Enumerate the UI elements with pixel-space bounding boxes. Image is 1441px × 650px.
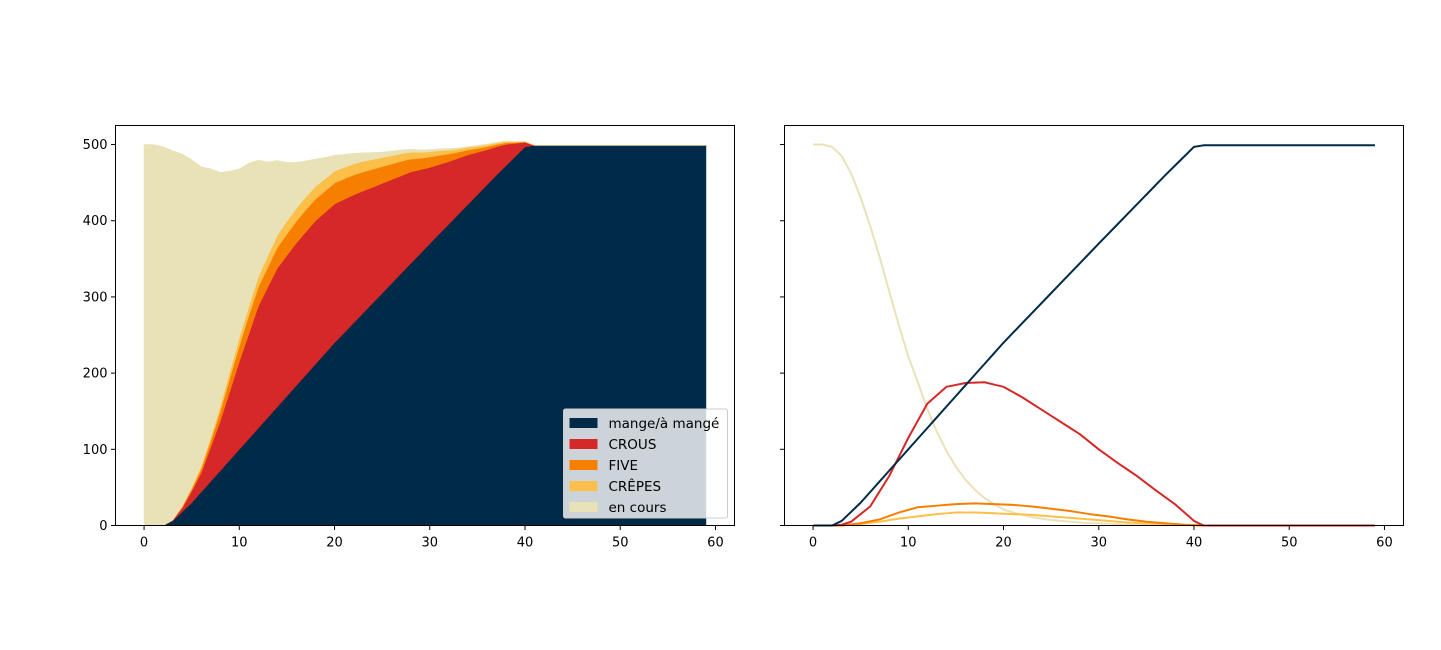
y-tick-label: 300 xyxy=(83,290,108,305)
y-tick-label: 400 xyxy=(83,214,108,229)
legend-label: CROUS xyxy=(609,437,657,453)
x-tick-label: 20 xyxy=(995,536,1012,551)
x-tick-label: 60 xyxy=(1376,536,1393,551)
x-tick-label: 0 xyxy=(140,536,148,551)
y-tick-label: 500 xyxy=(83,138,108,153)
line-en-cours xyxy=(813,143,1375,527)
legend-swatch xyxy=(569,439,598,449)
y-tick-label: 100 xyxy=(83,443,108,458)
x-tick-label: 50 xyxy=(612,536,629,551)
x-tick-label: 50 xyxy=(1281,536,1298,551)
legend-swatch xyxy=(569,481,598,491)
x-tick-label: 60 xyxy=(707,536,724,551)
line-crous xyxy=(813,381,1375,527)
stacked-area-panel: 0 10 20 30 40 50 60 0 100 200 300 400 500 mange/à man… xyxy=(83,125,735,551)
y-tick-label: 200 xyxy=(83,367,108,382)
x-tick-label: 10 xyxy=(900,536,917,551)
x-tick-label: 40 xyxy=(517,536,534,551)
legend-label: mange/à mangé xyxy=(609,416,720,432)
x-tick-label: 40 xyxy=(1186,536,1203,551)
legend: mange/à mangé CROUS FIVE CRÊPES en cours xyxy=(563,408,728,519)
legend-box xyxy=(563,408,728,519)
line-panel: 0 10 20 30 40 50 60 xyxy=(780,125,1404,551)
legend-swatch xyxy=(569,502,598,512)
x-tick-label: 30 xyxy=(421,536,438,551)
x-tick-label: 0 xyxy=(809,536,817,551)
axes-frame xyxy=(784,125,1404,526)
legend-label: FIVE xyxy=(609,458,639,474)
x-tick-label: 20 xyxy=(326,536,343,551)
axes-frame xyxy=(115,125,735,526)
legend-swatch xyxy=(569,460,598,470)
x-tick-label: 30 xyxy=(1090,536,1107,551)
legend-label: en cours xyxy=(609,500,667,516)
line-five xyxy=(813,502,1375,527)
legend-swatch xyxy=(569,418,598,428)
y-tick-label: 0 xyxy=(99,519,107,534)
legend-label: CRÊPES xyxy=(609,477,662,495)
x-tick-label: 10 xyxy=(231,536,248,551)
area-en-cours xyxy=(143,140,706,526)
line-mange-mang- xyxy=(813,144,1375,527)
